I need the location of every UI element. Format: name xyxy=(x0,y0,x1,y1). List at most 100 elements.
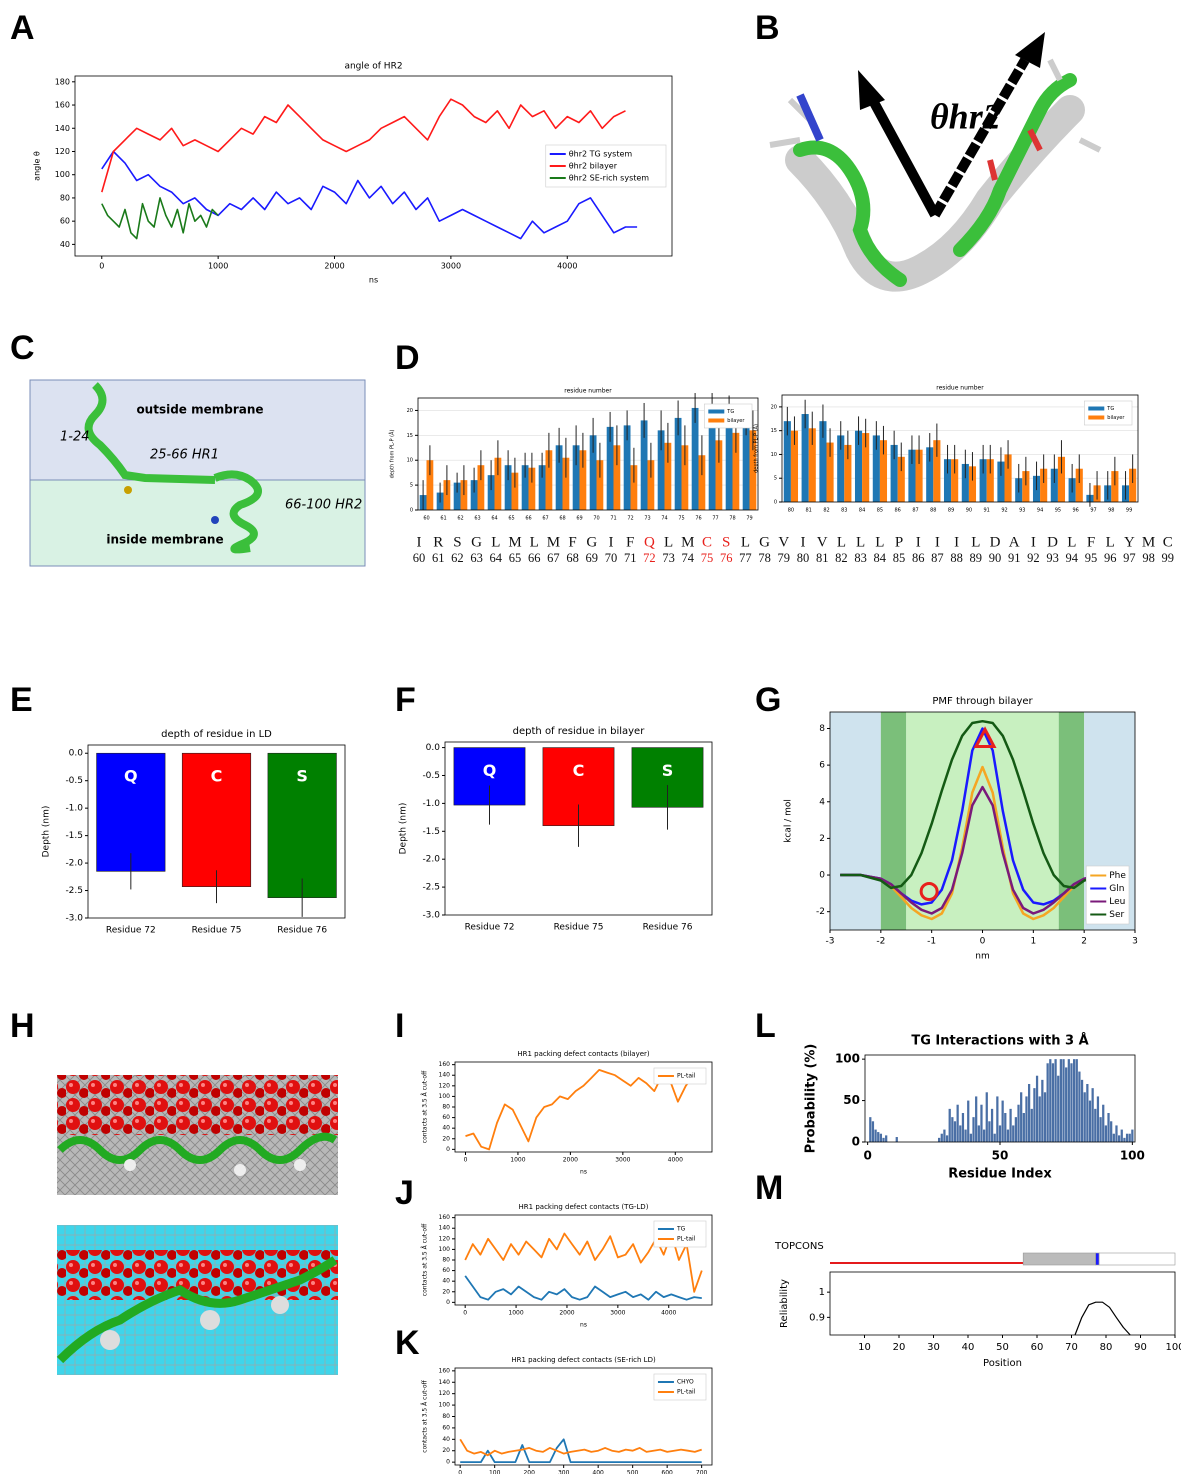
y-tick-label: 100 xyxy=(55,170,70,179)
x-axis-label: ns xyxy=(580,1322,587,1329)
bar xyxy=(877,1132,880,1142)
residue-letter: V xyxy=(778,534,789,550)
x-tick-label: 0 xyxy=(458,1470,462,1475)
bar xyxy=(1040,468,1048,502)
residue-number: 61 xyxy=(432,551,445,565)
bar xyxy=(1102,1104,1105,1142)
bar xyxy=(1091,1088,1094,1142)
residue-letter: M xyxy=(547,534,560,550)
chart-title: residue number xyxy=(564,388,612,395)
bar xyxy=(933,440,941,502)
residue-number: 82 xyxy=(835,551,848,565)
residue-number: 63 xyxy=(470,551,483,565)
x-tick-label: 200 xyxy=(523,1470,535,1475)
bar xyxy=(715,440,723,510)
bar xyxy=(996,1096,999,1142)
bar xyxy=(1027,1084,1031,1142)
bar xyxy=(1099,1117,1102,1142)
region-label: inside membrane xyxy=(106,533,223,547)
bar-label: Q xyxy=(124,767,138,786)
residue-number: 64 xyxy=(490,551,503,565)
bar xyxy=(961,1113,965,1142)
panel-label: G xyxy=(755,681,781,719)
x-tick-label: 0 xyxy=(463,1310,467,1317)
line-series xyxy=(101,98,626,193)
x-tick-label: 87 xyxy=(912,508,918,514)
x-tick-label: 20 xyxy=(893,1342,906,1353)
bar xyxy=(985,1092,988,1142)
panel-label: M xyxy=(755,1169,783,1207)
legend-label: Gln xyxy=(1109,884,1124,894)
x-tick-label: 70 xyxy=(593,516,599,522)
x-tick-label: 4000 xyxy=(557,262,577,271)
bar xyxy=(572,445,580,510)
plot-frame xyxy=(829,711,1136,931)
x-tick-label: -1 xyxy=(927,937,936,947)
plot-frame xyxy=(87,744,346,919)
y-tick-label: 100 xyxy=(439,1246,451,1253)
track-label: TOPCONS xyxy=(774,1241,824,1252)
residue-letter: A xyxy=(1009,534,1020,550)
bar-label: Q xyxy=(483,761,497,780)
bar xyxy=(477,465,485,510)
bar xyxy=(623,425,631,510)
bar xyxy=(1125,1133,1129,1142)
bar xyxy=(819,421,827,502)
y-tick-label: 15 xyxy=(771,428,777,434)
residue-number: 73 xyxy=(662,551,675,565)
y-tick-label: 20 xyxy=(442,1288,450,1295)
bar xyxy=(1033,1088,1036,1142)
bar xyxy=(1094,1108,1097,1142)
x-tick-label: -2 xyxy=(876,937,885,947)
x-tick-label: -3 xyxy=(826,937,835,947)
segment-label: 25-66 HR1 xyxy=(150,448,219,463)
legend-label: Phe xyxy=(1109,871,1126,881)
bar xyxy=(967,1100,970,1142)
y-tick-label: 60 xyxy=(442,1424,450,1431)
bar xyxy=(844,444,852,502)
bar xyxy=(980,1104,983,1142)
bar-label: C xyxy=(211,767,223,786)
x-tick-label: 3000 xyxy=(615,1157,630,1164)
bar xyxy=(1111,471,1119,502)
bar xyxy=(1096,1096,1100,1142)
bar-label: S xyxy=(662,761,674,780)
bar xyxy=(1020,1092,1023,1142)
x-tick-label: 91 xyxy=(984,508,990,514)
bar xyxy=(993,1133,996,1142)
y-tick-label: 80 xyxy=(442,1413,450,1420)
residue-letter: I xyxy=(916,534,921,550)
bar xyxy=(732,432,740,510)
x-tick-label: 95 xyxy=(1055,508,1061,514)
bar xyxy=(1014,1117,1018,1142)
bar xyxy=(783,421,791,502)
x-tick-label: 2000 xyxy=(563,1157,578,1164)
line-series xyxy=(840,785,1125,915)
y-tick-label: -3.0 xyxy=(422,911,440,921)
x-tick-label: 77 xyxy=(712,516,718,522)
y-tick-label: 0.9 xyxy=(809,1312,825,1323)
chart-title: HR1 packing defect contacts (bilayer) xyxy=(517,1050,650,1058)
x-tick-label: 76 xyxy=(695,516,701,522)
y-axis-label: angle θ xyxy=(33,151,42,181)
bar xyxy=(1086,1084,1089,1142)
bar xyxy=(453,747,526,806)
bar xyxy=(1078,1071,1081,1142)
residue-letter: L xyxy=(741,534,750,550)
y-axis-label: Depth (nm) xyxy=(399,803,409,855)
y-axis-label: contacts at 3.5 Å cut-off xyxy=(422,1223,429,1296)
plot-frame xyxy=(74,75,673,257)
x-tick-label: 3000 xyxy=(441,262,461,271)
y-axis-label: depth from PL-P (Å) xyxy=(753,424,760,473)
bar xyxy=(657,430,665,510)
bar xyxy=(882,1137,885,1142)
x-tick-label: 500 xyxy=(627,1470,639,1475)
bar xyxy=(998,1125,1002,1142)
bar xyxy=(854,430,863,502)
residue-letter: G xyxy=(471,534,482,550)
residue-letter: G xyxy=(586,534,597,550)
bar xyxy=(545,450,553,510)
y-tick-label: 6 xyxy=(819,761,825,771)
bar xyxy=(951,459,959,502)
